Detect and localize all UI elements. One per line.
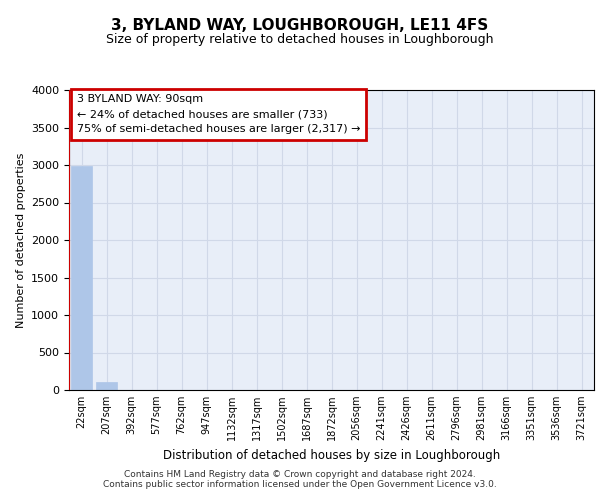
Bar (71, 166, 92, 390)
Bar (96, 382, 117, 390)
Text: 3 BYLAND WAY: 90sqm
← 24% of detached houses are smaller (733)
75% of semi-detac: 3 BYLAND WAY: 90sqm ← 24% of detached ho… (77, 94, 361, 134)
Text: 3, BYLAND WAY, LOUGHBOROUGH, LE11 4FS: 3, BYLAND WAY, LOUGHBOROUGH, LE11 4FS (112, 18, 488, 32)
Y-axis label: Number of detached properties: Number of detached properties (16, 152, 26, 328)
X-axis label: Distribution of detached houses by size in Loughborough: Distribution of detached houses by size … (163, 448, 500, 462)
Text: Size of property relative to detached houses in Loughborough: Size of property relative to detached ho… (106, 32, 494, 46)
Text: Contains HM Land Registry data © Crown copyright and database right 2024.
Contai: Contains HM Land Registry data © Crown c… (103, 470, 497, 489)
